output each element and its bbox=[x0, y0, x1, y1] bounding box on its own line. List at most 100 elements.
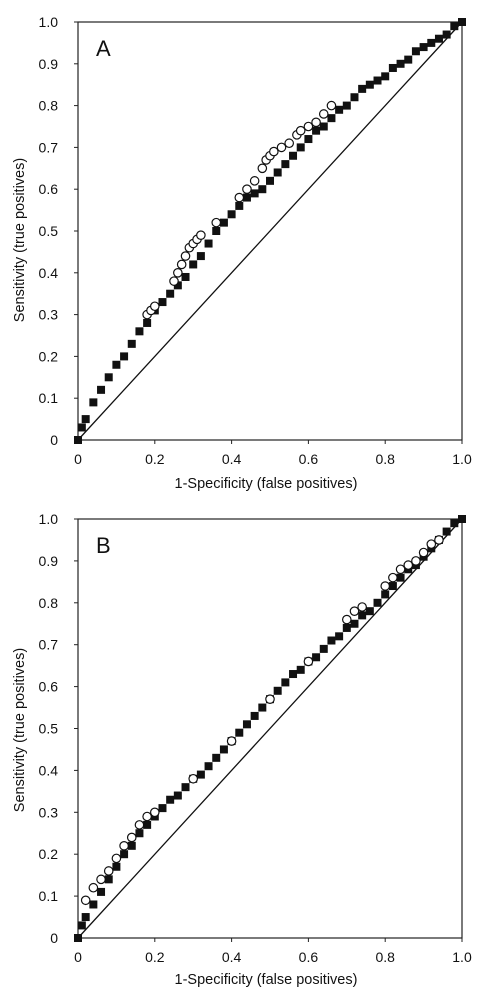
y-tick-label: 0.6 bbox=[39, 181, 59, 197]
data-point-filled-square bbox=[258, 703, 267, 712]
y-tick-label: 1.0 bbox=[39, 14, 59, 30]
panel-label: A bbox=[96, 36, 111, 61]
y-tick-label: 0 bbox=[50, 432, 58, 448]
data-point-open-circle bbox=[80, 895, 91, 906]
data-point-open-circle bbox=[150, 807, 160, 818]
x-tick-label: 0.4 bbox=[222, 451, 242, 467]
reference-diagonal bbox=[77, 21, 463, 441]
data-point-filled-square bbox=[143, 318, 152, 327]
data-point-open-circle bbox=[357, 602, 367, 612]
data-point-filled-square bbox=[281, 160, 290, 169]
data-point-filled-square bbox=[158, 298, 167, 307]
data-point-filled-square bbox=[289, 151, 298, 160]
data-point-filled-square bbox=[120, 850, 129, 859]
data-point-filled-square bbox=[219, 218, 228, 227]
data-point-filled-square bbox=[312, 126, 321, 135]
data-point-filled-square bbox=[227, 210, 236, 219]
series-filled-square bbox=[74, 18, 466, 444]
y-tick-label: 0.2 bbox=[39, 846, 59, 862]
data-point-open-circle bbox=[341, 614, 352, 625]
data-point-filled-square bbox=[358, 611, 367, 620]
data-point-filled-square bbox=[319, 644, 328, 653]
data-point-filled-square bbox=[127, 841, 136, 850]
y-tick-label: 0.5 bbox=[39, 721, 59, 737]
data-point-filled-square bbox=[166, 289, 175, 298]
data-point-open-circle bbox=[242, 184, 252, 194]
data-point-open-circle bbox=[176, 259, 187, 270]
data-point-open-circle bbox=[169, 276, 179, 286]
data-point-open-circle bbox=[411, 556, 421, 566]
data-point-open-circle bbox=[418, 547, 429, 558]
data-point-filled-square bbox=[181, 272, 190, 281]
data-point-filled-square bbox=[342, 101, 351, 110]
panel-label: B bbox=[96, 533, 111, 558]
data-point-open-circle bbox=[434, 535, 444, 545]
data-point-filled-square bbox=[135, 327, 144, 336]
x-tick-label: 0 bbox=[74, 451, 82, 467]
data-point-open-circle bbox=[119, 841, 129, 851]
data-point-filled-square bbox=[458, 515, 466, 523]
data-point-open-circle bbox=[388, 572, 398, 583]
x-tick-label: 0.6 bbox=[299, 949, 319, 965]
y-tick-label: 0.4 bbox=[39, 265, 59, 281]
data-point-filled-square bbox=[427, 38, 436, 47]
data-point-filled-square bbox=[181, 783, 190, 792]
data-point-open-circle bbox=[234, 192, 245, 203]
data-point-filled-square bbox=[273, 168, 282, 177]
data-point-filled-square bbox=[212, 227, 221, 235]
x-tick-label: 0.2 bbox=[145, 949, 165, 965]
data-point-filled-square bbox=[250, 189, 259, 198]
data-point-open-circle bbox=[303, 121, 314, 132]
data-point-filled-square bbox=[381, 590, 390, 599]
x-tick-label: 0.2 bbox=[145, 451, 165, 467]
data-point-filled-square bbox=[388, 63, 397, 72]
data-point-filled-square bbox=[135, 829, 144, 838]
data-point-filled-square bbox=[289, 670, 298, 679]
x-tick-label: 0.4 bbox=[222, 949, 242, 965]
data-point-filled-square bbox=[335, 105, 344, 114]
data-point-filled-square bbox=[97, 887, 106, 896]
data-point-open-circle bbox=[226, 736, 237, 746]
data-point-open-circle bbox=[111, 853, 122, 864]
data-point-filled-square bbox=[81, 913, 90, 922]
data-point-filled-square bbox=[373, 76, 382, 85]
data-point-filled-square bbox=[434, 34, 443, 43]
data-point-open-circle bbox=[380, 581, 390, 591]
data-point-filled-square bbox=[81, 415, 90, 424]
data-point-filled-square bbox=[158, 804, 167, 813]
data-point-filled-square bbox=[411, 47, 420, 56]
data-point-filled-square bbox=[104, 875, 113, 884]
y-tick-label: 0.7 bbox=[39, 139, 59, 155]
data-point-filled-square bbox=[450, 22, 459, 31]
data-point-filled-square bbox=[173, 791, 182, 800]
data-point-filled-square bbox=[127, 339, 136, 348]
panel-a: 0 0.1 0.2 0.3 0.4 0.5 0.6 0.7 0.8 0.9 1.0 0 0.2 0.4 0.… bbox=[12, 14, 472, 492]
y-tick-label: 0.3 bbox=[39, 307, 59, 323]
data-point-filled-square bbox=[235, 201, 244, 210]
data-point-filled-square bbox=[77, 921, 86, 930]
data-point-filled-square bbox=[296, 665, 305, 674]
data-point-filled-square bbox=[442, 527, 451, 536]
data-point-filled-square bbox=[212, 753, 221, 762]
y-tick-label: 0.5 bbox=[39, 223, 59, 239]
x-axis-label: 1-Specificity (false positives) bbox=[175, 476, 358, 492]
data-point-open-circle bbox=[276, 142, 287, 153]
data-point-filled-square bbox=[120, 352, 129, 361]
data-point-open-circle bbox=[295, 125, 306, 136]
data-point-open-circle bbox=[284, 138, 294, 149]
data-point-filled-square bbox=[74, 436, 82, 444]
x-tick-label: 0.8 bbox=[375, 451, 395, 467]
data-point-filled-square bbox=[273, 686, 282, 695]
data-point-filled-square bbox=[258, 185, 267, 194]
y-tick-label: 0 bbox=[50, 930, 58, 946]
y-tick-label: 0.1 bbox=[39, 888, 59, 904]
y-tick-label: 0.1 bbox=[39, 390, 59, 406]
panel-b: 0 0.1 0.2 0.3 0.4 0.5 0.6 0.7 0.8 0.9 1.0 0 0.2 0.4 0.… bbox=[12, 511, 472, 988]
y-tick-label: 1.0 bbox=[39, 511, 59, 527]
data-point-filled-square bbox=[388, 582, 397, 591]
data-point-filled-square bbox=[319, 122, 328, 131]
data-point-filled-square bbox=[266, 176, 274, 185]
y-tick-label: 0.4 bbox=[39, 762, 59, 778]
